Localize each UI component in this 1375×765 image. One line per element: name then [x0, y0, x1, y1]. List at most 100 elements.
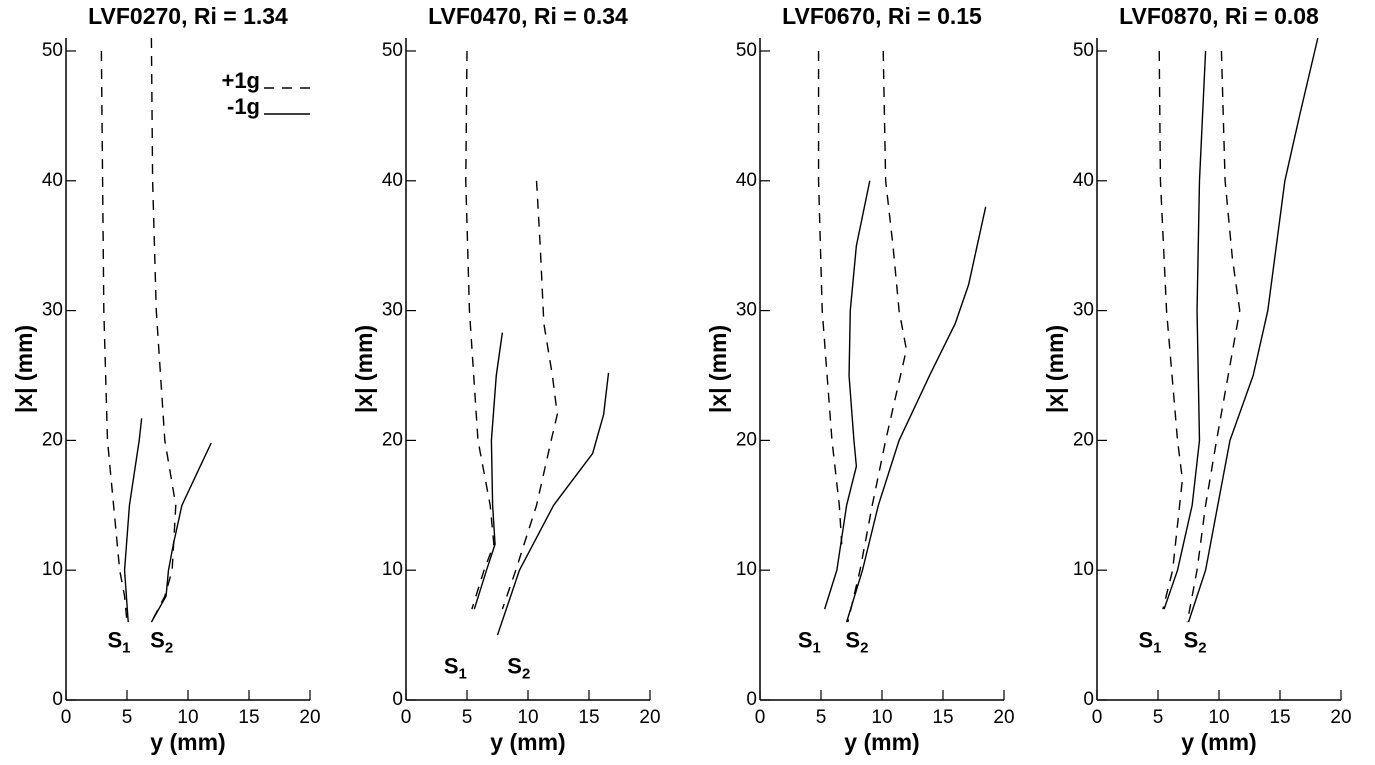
- panel: LVF0470, Ri = 0.34 0 5 10 15 20 0 10 20 30 40 50 y (…: [351, 3, 660, 755]
- y-axis-label: |x| (mm): [705, 325, 731, 413]
- series-line: [1186, 50, 1241, 623]
- annotation-subscript: 1: [459, 666, 467, 683]
- x-tick-label: 10: [517, 707, 538, 728]
- x-tick-label: 10: [871, 707, 892, 728]
- y-tick-label: 10: [42, 559, 63, 580]
- y-tick-label: 50: [42, 40, 63, 61]
- series-line: [496, 372, 610, 636]
- y-tick-label: 40: [382, 170, 403, 191]
- y-tick-label: 50: [1073, 40, 1094, 61]
- series-line: [1158, 50, 1184, 610]
- x-tick-label: 5: [1153, 707, 1164, 728]
- x-tick-label: 20: [639, 707, 660, 728]
- y-tick-label: 50: [382, 40, 403, 61]
- legend-label: -1g: [227, 94, 260, 119]
- annotation: S1: [798, 627, 821, 656]
- chart-title: LVF0670, Ri = 0.15: [782, 3, 982, 29]
- y-tick-label: 20: [42, 429, 63, 450]
- annotation-text: S: [444, 653, 459, 678]
- x-tick-label: 0: [61, 707, 72, 728]
- y-tick-label: 50: [736, 40, 757, 61]
- x-tick-label: 20: [993, 707, 1014, 728]
- x-tick-label: 15: [932, 707, 953, 728]
- x-tick-label: 5: [816, 707, 827, 728]
- x-tick-label: 10: [1208, 707, 1229, 728]
- annotation-subscript: 2: [165, 640, 173, 657]
- y-tick-label: 30: [42, 300, 63, 321]
- annotation-subscript: 2: [522, 666, 530, 683]
- series-line: [845, 206, 987, 623]
- y-tick-label: 0: [746, 689, 757, 710]
- annotation-subscript: 1: [1153, 640, 1161, 657]
- annotation-text: S: [1138, 627, 1153, 652]
- annotation: S2: [507, 653, 530, 682]
- series-line: [150, 37, 177, 623]
- annotation: S1: [107, 627, 130, 656]
- annotation: S2: [1184, 627, 1207, 656]
- panel: LVF0270, Ri = 1.34 0 5 10 15 20 0 10 20 30 40 50 y (…: [11, 3, 320, 755]
- x-tick-label: 0: [1092, 707, 1103, 728]
- y-tick-label: 30: [736, 300, 757, 321]
- chart-title: LVF0870, Ri = 0.08: [1119, 3, 1319, 29]
- y-tick-label: 20: [382, 429, 403, 450]
- x-tick-label: 15: [238, 707, 259, 728]
- series-line: [1163, 50, 1207, 610]
- x-axis-label: y (mm): [490, 729, 565, 755]
- y-tick-label: 0: [392, 689, 403, 710]
- x-tick-label: 5: [122, 707, 133, 728]
- y-tick-label: 10: [736, 559, 757, 580]
- x-axis-label: y (mm): [1181, 729, 1256, 755]
- annotation-text: S: [798, 627, 813, 652]
- series-line: [465, 50, 495, 610]
- series-line: [100, 50, 128, 623]
- series-line: [473, 332, 504, 610]
- series-line: [847, 50, 908, 623]
- y-tick-label: 0: [52, 689, 63, 710]
- x-tick-label: 15: [1269, 707, 1290, 728]
- x-tick-label: 10: [177, 707, 198, 728]
- annotation-subscript: 2: [1198, 640, 1206, 657]
- y-tick-label: 30: [382, 300, 403, 321]
- y-tick-label: 30: [1073, 300, 1094, 321]
- legend-label: +1g: [221, 68, 260, 93]
- annotation-text: S: [507, 653, 522, 678]
- annotation: S2: [845, 627, 868, 656]
- y-tick-label: 40: [42, 170, 63, 191]
- annotation-subscript: 1: [122, 640, 130, 657]
- y-tick-label: 20: [736, 429, 757, 450]
- annotation-subscript: 2: [860, 640, 868, 657]
- panel: LVF0870, Ri = 0.08 0 5 10 15 20 0 10 20 30 40 50 y (…: [1042, 3, 1351, 755]
- annotation: S2: [150, 627, 173, 656]
- series-line: [123, 418, 143, 623]
- y-tick-label: 10: [1073, 559, 1094, 580]
- series-line: [150, 442, 212, 623]
- y-tick-label: 20: [1073, 429, 1094, 450]
- annotation-text: S: [845, 627, 860, 652]
- y-tick-label: 40: [1073, 170, 1094, 191]
- x-tick-label: 15: [578, 707, 599, 728]
- x-axis-label: y (mm): [844, 729, 919, 755]
- annotation-text: S: [1184, 627, 1199, 652]
- x-axis-label: y (mm): [150, 729, 225, 755]
- chart-title: LVF0270, Ri = 1.34: [88, 3, 288, 29]
- y-tick-label: 10: [382, 559, 403, 580]
- y-axis-label: |x| (mm): [1042, 325, 1068, 413]
- annotation-text: S: [150, 627, 165, 652]
- series-line: [501, 180, 558, 610]
- y-tick-label: 0: [1083, 689, 1094, 710]
- series-line: [823, 180, 871, 610]
- x-tick-label: 0: [401, 707, 412, 728]
- annotation-subscript: 1: [813, 640, 821, 657]
- panel: LVF0670, Ri = 0.15 0 5 10 15 20 0 10 20 30 40 50 y (…: [705, 3, 1014, 755]
- annotation: S1: [1138, 627, 1161, 656]
- series-line: [1187, 37, 1319, 623]
- x-tick-label: 20: [299, 707, 320, 728]
- x-tick-label: 20: [1330, 707, 1351, 728]
- chart-title: LVF0470, Ri = 0.34: [428, 3, 628, 29]
- y-axis-label: |x| (mm): [11, 325, 37, 413]
- x-tick-label: 0: [755, 707, 766, 728]
- y-tick-label: 40: [736, 170, 757, 191]
- annotation: S1: [444, 653, 467, 682]
- annotation-text: S: [107, 627, 122, 652]
